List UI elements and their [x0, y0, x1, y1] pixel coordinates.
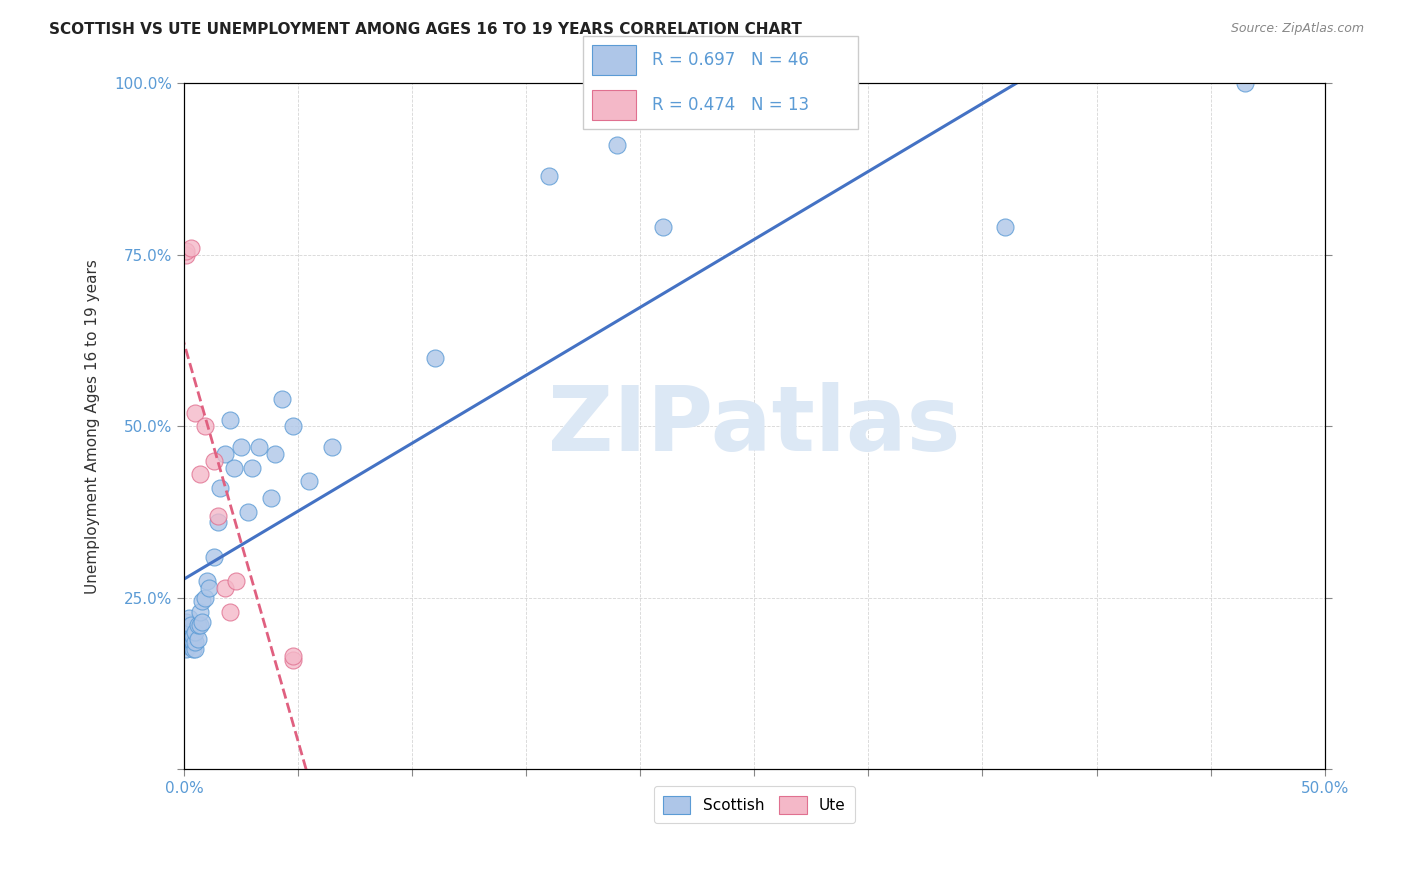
Point — [188, 618, 211, 632]
Point — [191, 615, 214, 629]
Text: R = 0.474   N = 13: R = 0.474 N = 13 — [652, 96, 810, 114]
Point — [195, 574, 218, 588]
Point — [181, 635, 204, 649]
Point — [423, 351, 446, 365]
Point — [260, 491, 283, 506]
Point — [202, 453, 225, 467]
Point — [1233, 77, 1256, 91]
Point — [188, 467, 211, 482]
FancyBboxPatch shape — [592, 90, 636, 120]
FancyBboxPatch shape — [583, 36, 858, 129]
Point — [321, 440, 343, 454]
Text: SCOTTISH VS UTE UNEMPLOYMENT AMONG AGES 16 TO 19 YEARS CORRELATION CHART: SCOTTISH VS UTE UNEMPLOYMENT AMONG AGES … — [49, 22, 801, 37]
Point — [174, 244, 197, 259]
Point — [180, 241, 202, 255]
Point — [247, 440, 270, 454]
Point — [177, 625, 200, 640]
Point — [177, 611, 200, 625]
Y-axis label: Unemployment Among Ages 16 to 19 years: Unemployment Among Ages 16 to 19 years — [86, 259, 100, 594]
Point — [209, 481, 232, 495]
Point — [181, 642, 204, 657]
Point — [271, 392, 294, 406]
Point — [174, 642, 197, 657]
Point — [242, 460, 264, 475]
Point — [177, 639, 200, 653]
Point — [606, 138, 628, 153]
Point — [187, 618, 209, 632]
Point — [218, 605, 240, 619]
Point — [283, 419, 305, 434]
Point — [180, 618, 202, 632]
Point — [236, 505, 259, 519]
Point — [184, 625, 207, 640]
Text: R = 0.697   N = 46: R = 0.697 N = 46 — [652, 51, 808, 69]
Point — [180, 635, 202, 649]
Point — [224, 460, 246, 475]
Text: ZIPatlas: ZIPatlas — [548, 383, 960, 470]
Point — [207, 508, 229, 523]
Point — [191, 594, 214, 608]
Legend: Scottish, Ute: Scottish, Ute — [654, 787, 855, 823]
Point — [180, 632, 202, 646]
Point — [184, 642, 207, 657]
Point — [652, 220, 675, 235]
Point — [537, 169, 560, 183]
Point — [193, 591, 215, 605]
Point — [264, 447, 287, 461]
Point — [225, 574, 247, 588]
Point — [198, 581, 221, 595]
Point — [283, 652, 305, 666]
Point — [184, 406, 207, 420]
FancyBboxPatch shape — [592, 45, 636, 75]
Point — [214, 447, 236, 461]
Point — [187, 632, 209, 646]
Point — [283, 649, 305, 664]
Point — [207, 516, 229, 530]
Point — [214, 581, 236, 595]
Point — [174, 629, 197, 643]
Point — [193, 419, 215, 434]
Point — [202, 549, 225, 564]
Point — [174, 248, 197, 262]
Point — [188, 605, 211, 619]
Point — [229, 440, 252, 454]
Point — [184, 635, 207, 649]
Point — [298, 475, 321, 489]
Point — [218, 412, 240, 426]
Point — [174, 615, 197, 629]
Point — [181, 629, 204, 643]
Point — [994, 220, 1017, 235]
Text: Source: ZipAtlas.com: Source: ZipAtlas.com — [1230, 22, 1364, 36]
